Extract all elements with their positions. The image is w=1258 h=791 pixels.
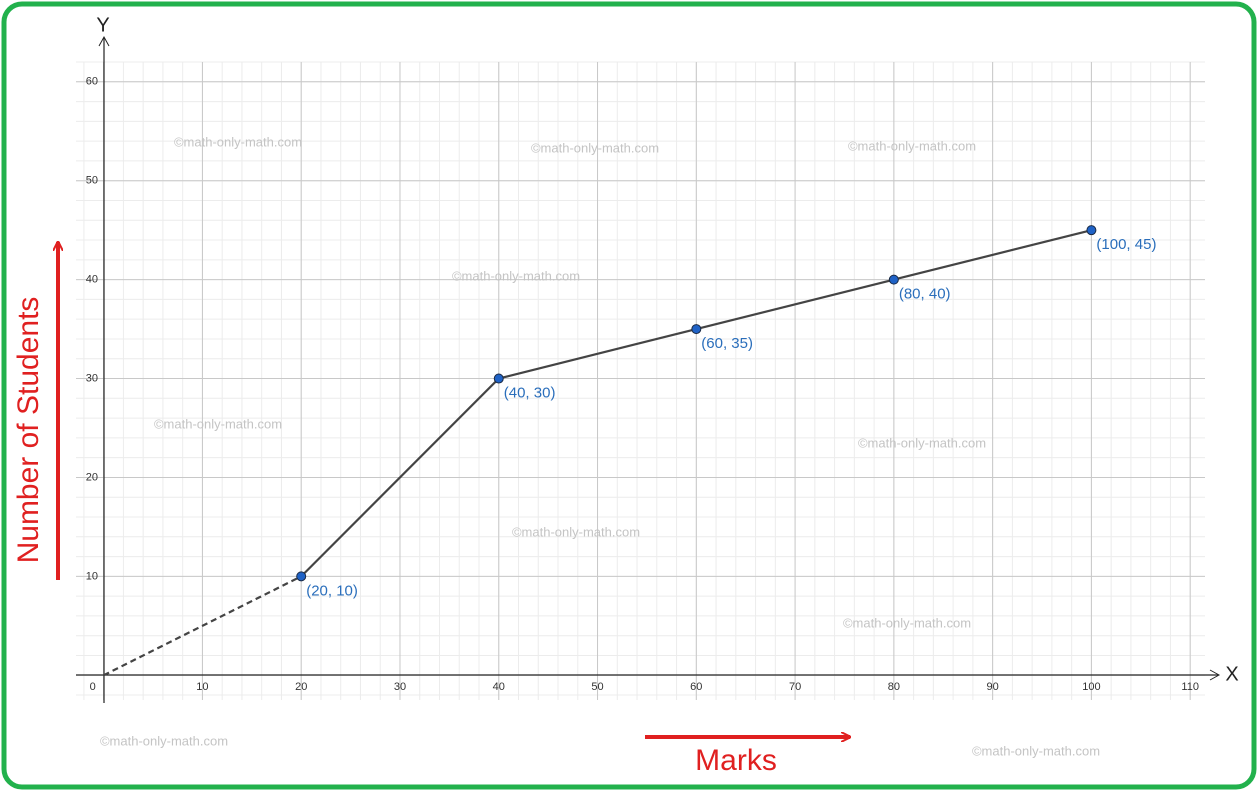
y-axis-name: Y [96, 14, 109, 36]
x-tick-label: 0 [90, 681, 96, 693]
x-tick-label: 100 [1082, 681, 1100, 693]
watermark: ©math-only-math.com [512, 524, 640, 539]
y-tick-label: 40 [86, 274, 98, 286]
point-label: (40, 30) [504, 384, 556, 401]
watermark: ©math-only-math.com [100, 733, 228, 748]
x-axis-arrow [1209, 669, 1221, 681]
grid: 0 10 20 30 40 50 60 70 80 90 100 110 10 20 30 40 50 60 [76, 61, 1205, 700]
x-axis-name: X [1225, 663, 1238, 685]
x-tick-label: 60 [690, 681, 702, 693]
watermark: ©math-only-math.com [154, 416, 282, 431]
y-axis-label: Number of Students [12, 297, 45, 564]
plot: (20, 10) (40, 30) (60, 35) (80, 40) (100, 45… [103, 225, 1156, 677]
point-label: (20, 10) [306, 582, 358, 599]
watermark: ©math-only-math.com [972, 743, 1100, 758]
x-tick-label: 90 [987, 681, 999, 693]
point-label: (60, 35) [701, 335, 753, 352]
watermark: ©math-only-math.com [843, 615, 971, 630]
watermark: ©math-only-math.com [858, 435, 986, 450]
x-tick-label: 10 [196, 681, 208, 693]
watermark: ©math-only-math.com [848, 138, 976, 153]
x-tick-label: 20 [295, 681, 307, 693]
point [493, 373, 504, 384]
watermark: ©math-only-math.com [452, 268, 580, 283]
y-tick-label: 20 [86, 471, 98, 483]
x-tick-label: 30 [394, 681, 406, 693]
y-tick-label: 50 [86, 175, 98, 187]
x-tick-label: 110 [1181, 681, 1199, 693]
axes: X Y [76, 14, 1239, 703]
x-tick-label: 80 [888, 681, 900, 693]
watermark: ©math-only-math.com [174, 134, 302, 149]
x-tick-label: 50 [591, 681, 603, 693]
watermark: ©math-only-math.com [531, 140, 659, 155]
watermarks: ©math-only-math.com ©math-only-math.com ©m… [100, 134, 1100, 758]
y-axis-arrow [98, 35, 110, 47]
y-tick-label: 60 [86, 76, 98, 88]
point-label: (100, 45) [1096, 236, 1156, 253]
point-label: (80, 40) [899, 286, 951, 303]
point [296, 571, 307, 582]
point [888, 274, 899, 285]
x-axis-label: Marks [695, 744, 777, 777]
x-tick-label: 70 [789, 681, 801, 693]
x-tick-label: 40 [493, 681, 505, 693]
line [103, 575, 302, 677]
y-tick-label: 30 [86, 372, 98, 384]
point [691, 324, 702, 335]
y-tick-label: 10 [86, 570, 98, 582]
point [1086, 225, 1097, 236]
